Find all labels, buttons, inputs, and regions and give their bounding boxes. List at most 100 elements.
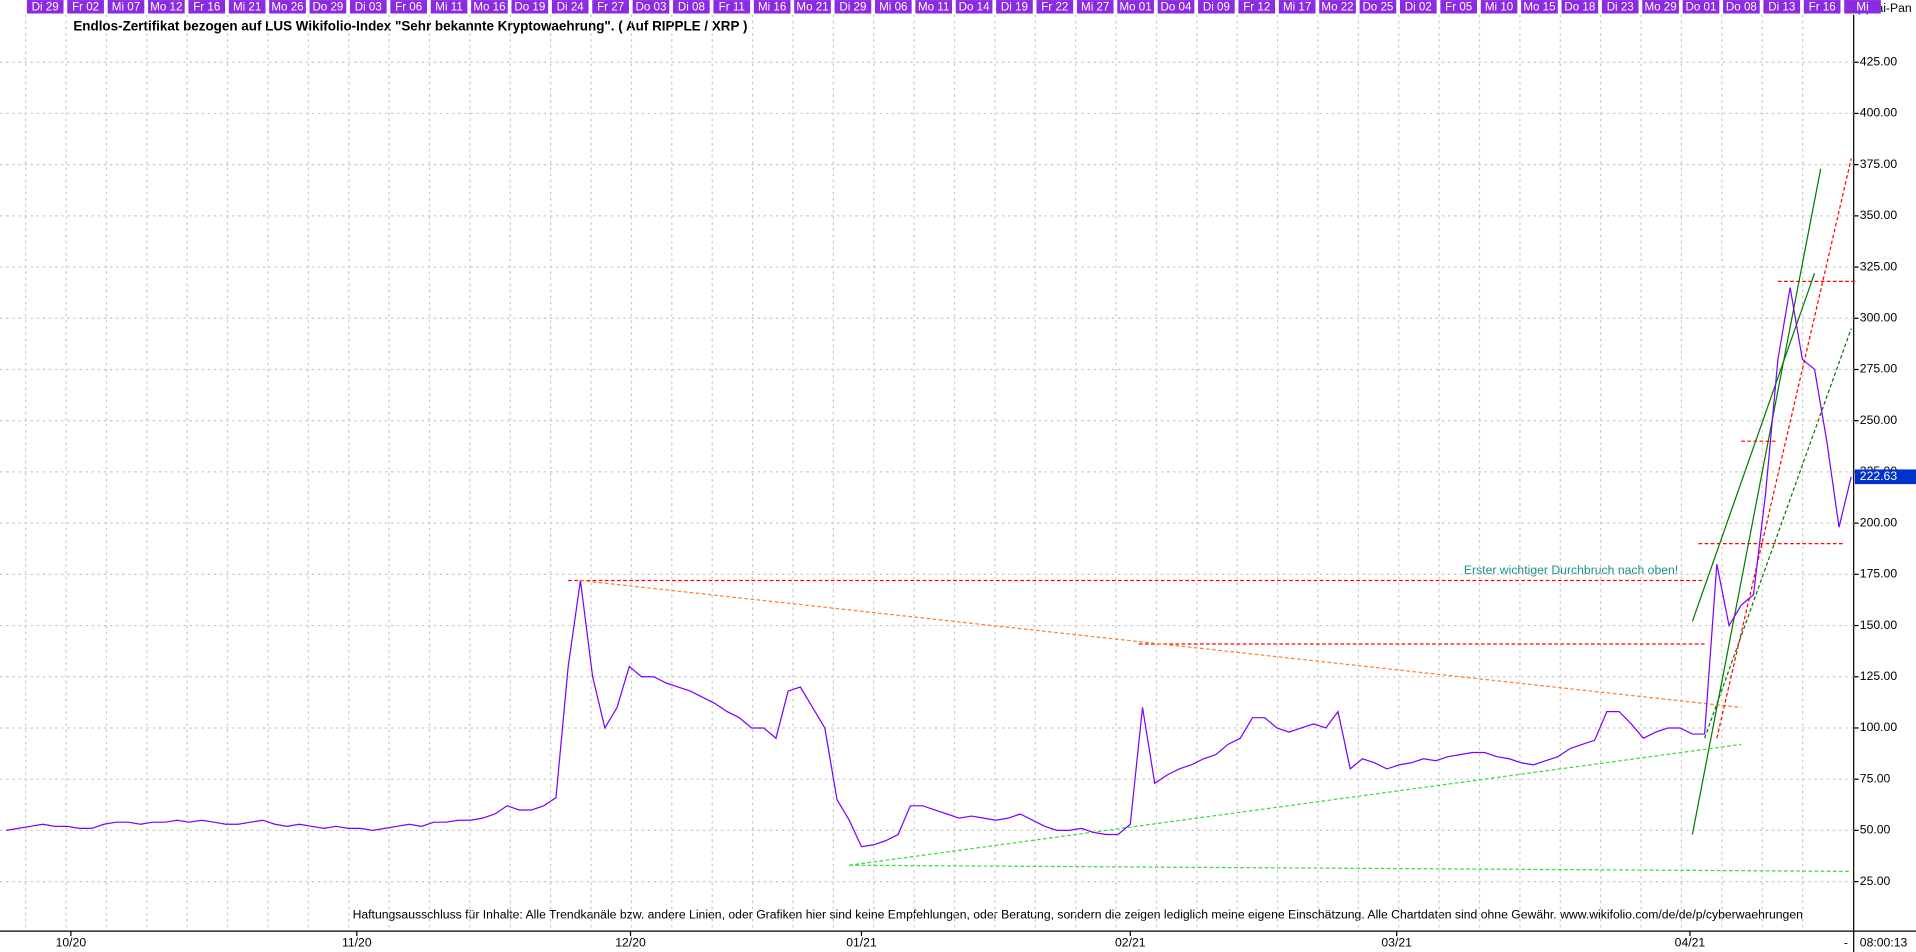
date-label: Mi 27	[1081, 0, 1109, 13]
date-label: Fr 16	[193, 0, 220, 13]
date-box	[1359, 0, 1397, 14]
date-box	[1117, 0, 1154, 14]
date-box	[1642, 0, 1679, 14]
date-box	[753, 0, 791, 14]
date-label: Di 29	[839, 0, 866, 13]
date-label: Mo 12	[150, 0, 182, 13]
date-box	[1076, 0, 1114, 14]
annotation: Erster wichtiger Durchbruch nach oben!	[1464, 563, 1678, 577]
date-label: Mi 21	[233, 0, 261, 13]
date-label: Do 08	[1726, 0, 1757, 13]
date-box	[955, 0, 993, 14]
date-box	[794, 0, 831, 14]
date-label: Mi 11	[435, 0, 463, 13]
y-tick-label: 100.00	[1860, 720, 1898, 734]
month-label: 02/21	[1115, 936, 1146, 950]
y-tick-label: 400.00	[1860, 106, 1898, 120]
date-label: Mo 15	[1523, 0, 1555, 13]
date-label: Mo 22	[1321, 0, 1353, 13]
y-tick-label: 125.00	[1860, 669, 1898, 683]
y-tick-label: 275.00	[1860, 362, 1898, 376]
date-label: Di 08	[678, 0, 705, 13]
date-label: Di 24	[557, 0, 585, 13]
date-label: Do 03	[636, 0, 667, 13]
date-box	[309, 0, 347, 14]
date-label: Mi	[1856, 0, 1868, 13]
date-box	[1278, 0, 1316, 14]
date-label: Mo 01	[1119, 0, 1151, 13]
date-box	[632, 0, 670, 14]
date-box	[1198, 0, 1235, 14]
y-tick-label: 75.00	[1860, 771, 1891, 785]
trendline	[1716, 158, 1852, 739]
y-tick-label: 250.00	[1860, 413, 1898, 427]
date-box	[511, 0, 549, 14]
date-box	[1763, 0, 1801, 14]
date-box	[390, 0, 428, 14]
date-label: Do 19	[514, 0, 545, 13]
y-tick-label: 325.00	[1860, 259, 1898, 273]
date-label: Mo 21	[796, 0, 828, 13]
trendline	[1704, 328, 1852, 739]
date-box	[1601, 0, 1639, 14]
date-label: Fr 05	[1445, 0, 1472, 13]
date-box	[1036, 0, 1074, 14]
date-label: Di 09	[1203, 0, 1230, 13]
date-label: Mi 06	[879, 0, 907, 13]
last-value-box	[1854, 469, 1916, 485]
y-tick-label: 425.00	[1860, 54, 1898, 68]
date-label: Di 29	[32, 0, 59, 13]
date-box	[1723, 0, 1760, 14]
y-tick-label: 200.00	[1860, 515, 1898, 529]
date-label: Do 04	[1161, 0, 1192, 13]
trendline	[1691, 168, 1822, 835]
date-box	[592, 0, 629, 14]
date-label: Do 29	[312, 0, 343, 13]
date-label: Di 02	[1405, 0, 1432, 13]
chart-title: Endlos-Zertifikat bezogen auf LUS Wikifo…	[73, 18, 747, 33]
date-box	[1521, 0, 1558, 14]
date-label: Mo 16	[473, 0, 505, 13]
date-box	[26, 0, 64, 14]
date-box	[1399, 0, 1437, 14]
date-box	[1803, 0, 1841, 14]
date-box	[471, 0, 508, 14]
date-box	[1238, 0, 1276, 14]
date-label: Mi 17	[1283, 0, 1311, 13]
date-box	[188, 0, 226, 14]
month-label: 03/21	[1381, 936, 1412, 950]
y-tick-label: 25.00	[1860, 874, 1891, 888]
date-box	[1440, 0, 1478, 14]
date-box	[1844, 0, 1881, 14]
date-box	[148, 0, 185, 14]
date-label: Di 23	[1607, 0, 1634, 13]
date-label: Do 25	[1362, 0, 1393, 13]
date-box	[874, 0, 912, 14]
date-box	[673, 0, 710, 14]
date-label: Fr 12	[1243, 0, 1270, 13]
date-label: Mo 29	[1644, 0, 1676, 13]
date-label: Fr 06	[395, 0, 422, 13]
y-tick-label: 175.00	[1860, 567, 1898, 581]
month-label: 11/20	[342, 936, 372, 950]
date-box	[107, 0, 145, 14]
date-label: Mo 26	[271, 0, 303, 13]
month-label: 01/21	[846, 936, 877, 950]
date-label: Fr 27	[597, 0, 624, 13]
y-tick-label: 50.00	[1860, 823, 1891, 837]
date-label: Fr 16	[1809, 0, 1836, 13]
date-box	[1561, 0, 1599, 14]
last-value-label: 222.63	[1860, 469, 1898, 483]
month-label: 12/20	[615, 936, 646, 950]
date-label: Mi 10	[1485, 0, 1513, 13]
date-box	[551, 0, 589, 14]
trendline	[1691, 273, 1816, 622]
date-box	[269, 0, 306, 14]
date-box	[1319, 0, 1356, 14]
date-box	[1480, 0, 1518, 14]
date-label: Di 13	[1768, 0, 1795, 13]
month-label: 04/21	[1675, 936, 1706, 950]
date-box	[349, 0, 387, 14]
trendline	[849, 864, 1852, 872]
